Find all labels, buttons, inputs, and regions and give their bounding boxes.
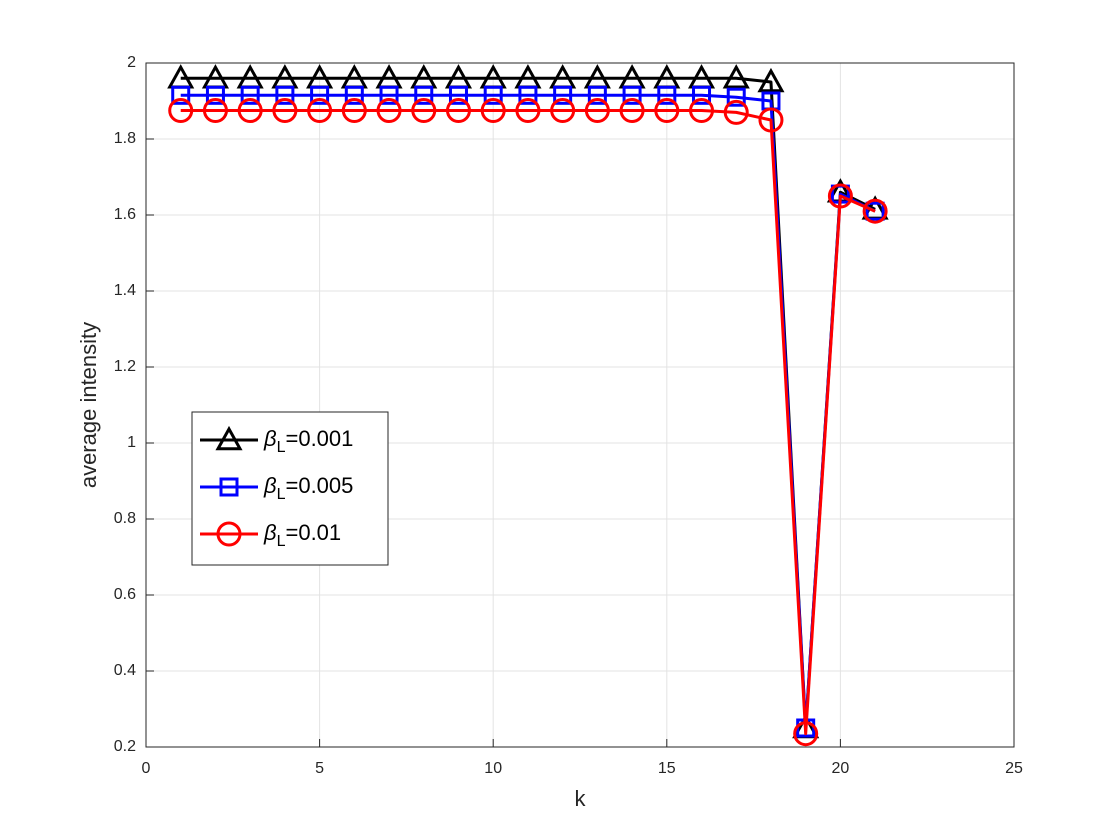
marker [448,85,468,105]
y-tick-label: 1 [127,434,136,451]
marker [445,98,471,123]
x-tick-label: 5 [315,760,324,777]
marker [341,98,367,123]
x-tick-label: 15 [658,760,676,777]
marker [275,85,295,105]
marker [414,85,434,105]
y-tick-label: 0.6 [114,586,136,603]
legend-label-part: L [277,439,286,456]
legend-label-part: β [263,473,277,498]
legend-label-part: =0.001 [285,426,353,451]
marker [344,85,364,105]
marker [584,98,610,123]
legend-label-part: L [277,533,286,550]
legend-label: βL=0.001 [263,426,353,456]
x-tick-label: 10 [484,760,502,777]
marker [215,425,243,451]
marker [865,201,885,221]
marker [480,98,506,123]
plot [167,64,889,747]
marker [553,85,573,105]
marker [171,85,191,105]
marker [216,521,242,547]
x-tick-label: 25 [1005,760,1023,777]
marker [202,98,228,123]
marker [758,107,784,133]
marker [205,85,225,105]
legend-label-part: =0.01 [285,520,341,545]
legend-label-part: =0.005 [285,473,353,498]
marker [237,98,263,123]
marker [376,98,402,123]
marker [657,85,677,105]
marker [654,98,680,123]
marker [168,98,194,123]
legend-label: βL=0.005 [263,473,353,503]
y-tick-label: 0.4 [114,662,136,679]
marker [689,98,715,123]
marker [622,85,642,105]
y-tick-label: 2 [127,54,136,71]
marker [483,85,503,105]
marker [619,98,645,123]
marker [240,85,260,105]
y-tick-label: 1.2 [114,358,136,375]
legend-label-part: L [277,486,286,503]
legend-label-part: β [263,520,277,545]
marker [793,721,819,747]
series-line [180,76,876,730]
marker [827,183,853,209]
marker [723,99,749,125]
marker [862,198,888,224]
legend-label: βL=0.01 [263,520,341,550]
marker [692,85,712,105]
marker [518,85,538,105]
y-tick-label: 0.8 [114,510,136,527]
y-tick-label: 1.6 [114,206,136,223]
series-line [180,93,876,730]
legend-label-part: β [263,426,277,451]
x-tick-label: 20 [832,760,850,777]
marker [411,98,437,123]
marker [550,98,576,123]
x-axis-label: k [575,786,587,811]
marker [272,98,298,123]
marker [587,85,607,105]
marker [219,477,239,497]
y-tick-label: 1.4 [114,282,136,299]
y-axis-label: average intensity [76,322,101,488]
marker [379,85,399,105]
y-tick-label: 1.8 [114,130,136,147]
marker [310,85,330,105]
axes-box [145,62,1015,748]
x-tick-label: 0 [142,760,151,777]
marker [307,98,333,123]
marker [722,64,750,89]
y-tick-label: 0.2 [114,738,136,755]
marker [757,67,785,93]
marker [515,98,541,123]
marker [726,87,746,107]
